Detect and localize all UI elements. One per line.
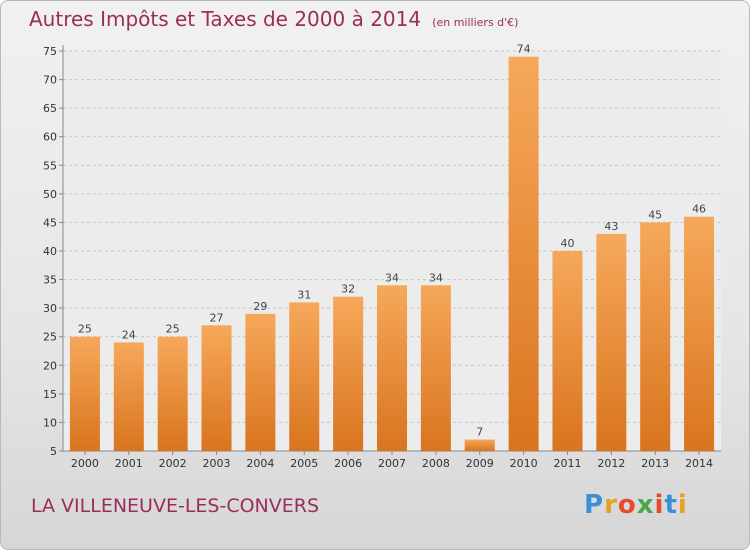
data-label: 74	[517, 43, 531, 56]
logo-letter: i	[654, 490, 665, 520]
data-label: 46	[692, 203, 706, 216]
bar	[464, 439, 495, 451]
data-label: 40	[560, 237, 574, 250]
data-label: 34	[429, 271, 443, 284]
bar	[508, 56, 539, 451]
y-tick-label: 20	[43, 359, 57, 372]
y-tick-label: 15	[43, 388, 57, 401]
bar	[420, 285, 451, 451]
proxiti-logo: Proxiti	[584, 490, 688, 520]
y-tick-label: 60	[43, 131, 57, 144]
commune-name: LA VILLENEUVE-LES-CONVERS	[31, 495, 320, 517]
y-tick-label: 25	[43, 331, 57, 344]
title-row: Autres Impôts et Taxes de 2000 à 2014 (e…	[29, 7, 518, 31]
bar	[245, 313, 276, 451]
x-tick-label: 2004	[246, 457, 274, 470]
data-label: 24	[122, 328, 136, 341]
bar	[552, 251, 583, 451]
x-tick-label: 2012	[597, 457, 625, 470]
data-label: 34	[385, 271, 399, 284]
x-tick-label: 2006	[334, 457, 362, 470]
x-tick-label: 2001	[115, 457, 143, 470]
x-tick-label: 2003	[203, 457, 231, 470]
chart-title: Autres Impôts et Taxes de 2000 à 2014	[29, 7, 422, 31]
data-label: 31	[297, 288, 311, 301]
y-tick-label: 10	[43, 416, 57, 429]
chart-subtitle: (en milliers d'€)	[432, 16, 519, 29]
x-tick-label: 2011	[553, 457, 581, 470]
bar	[113, 342, 144, 451]
y-tick-label: 30	[43, 302, 57, 315]
x-tick-label: 2008	[422, 457, 450, 470]
bar	[289, 302, 320, 451]
logo-letter: i	[677, 490, 688, 520]
y-tick-label: 55	[43, 159, 57, 172]
x-tick-label: 2013	[641, 457, 669, 470]
data-label: 45	[648, 208, 662, 221]
data-label: 25	[78, 323, 92, 336]
data-label: 43	[604, 220, 618, 233]
logo-letter: t	[664, 490, 678, 520]
y-tick-label: 40	[43, 245, 57, 258]
x-tick-label: 2010	[510, 457, 538, 470]
bar	[596, 233, 627, 451]
data-label: 27	[210, 311, 224, 324]
y-tick-label: 75	[43, 45, 57, 58]
y-tick-label: 5	[50, 445, 57, 458]
data-label: 29	[253, 300, 267, 313]
x-tick-label: 2000	[71, 457, 99, 470]
logo-letter: P	[584, 490, 605, 520]
bar	[157, 336, 188, 451]
bar	[333, 296, 364, 451]
bar	[69, 336, 100, 451]
data-label: 32	[341, 283, 355, 296]
y-tick-label: 35	[43, 274, 57, 287]
data-label: 7	[476, 426, 483, 439]
y-tick-label: 70	[43, 74, 57, 87]
data-label: 25	[166, 323, 180, 336]
x-tick-label: 2005	[290, 457, 318, 470]
logo-letter: o	[617, 490, 637, 520]
x-tick-label: 2007	[378, 457, 406, 470]
y-tick-label: 65	[43, 102, 57, 115]
x-tick-label: 2009	[466, 457, 494, 470]
bar	[640, 222, 671, 451]
bar	[684, 216, 715, 451]
bar	[377, 285, 407, 451]
logo-letter: r	[604, 490, 618, 520]
bar	[201, 325, 232, 451]
logo-letter: x	[636, 490, 655, 520]
x-tick-label: 2002	[159, 457, 187, 470]
y-tick-label: 50	[43, 188, 57, 201]
y-tick-label: 45	[43, 216, 57, 229]
x-tick-label: 2014	[685, 457, 713, 470]
